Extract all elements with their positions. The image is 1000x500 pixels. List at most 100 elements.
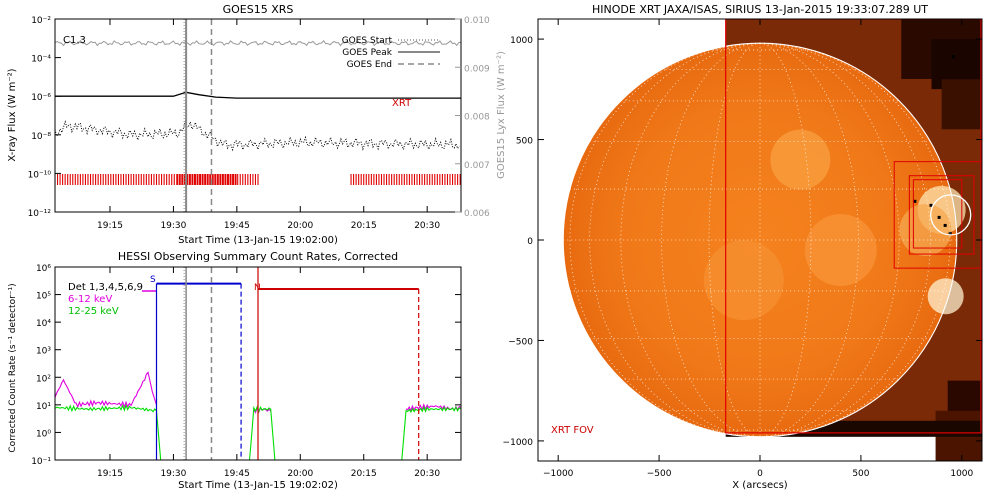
goes-plot-area xyxy=(55,19,461,212)
xrt-solar-limb xyxy=(562,42,958,438)
goes-x-tick-label: 19:45 xyxy=(224,221,250,231)
goes-y-axis-label: X-ray Flux (W m⁻²) xyxy=(7,68,18,161)
hessi-night-label: N xyxy=(254,283,261,293)
xrt-dark-speck xyxy=(913,199,917,203)
xrt-grid-longitude xyxy=(661,42,761,438)
goes-legend-start: GOES Start xyxy=(342,36,393,46)
xrt-dark-speck xyxy=(951,55,955,59)
hessi-series-segment xyxy=(401,405,461,460)
xrt-bright-region xyxy=(770,129,831,190)
goes-x-tick-label: 20:30 xyxy=(414,221,440,231)
hessi-x-tick-label: 20:15 xyxy=(351,469,377,479)
goes-lyx-series xyxy=(55,39,461,47)
hessi-x-tick-label: 19:30 xyxy=(160,469,186,479)
goes-xrt-obs-band xyxy=(55,174,259,185)
xrt-y-tick-label: 500 xyxy=(516,137,533,147)
xrt-zoom-box-inner xyxy=(912,179,963,249)
xrt-flare-circle xyxy=(930,194,972,236)
goes-xrs-panel: GOES15 XRS 10⁻¹² 10⁻¹⁰ 10⁻⁸ 10⁻⁶ 10⁻⁴ 10⁻² 0.0… xyxy=(7,3,507,246)
hessi-y-tick-label: 10¹ xyxy=(36,402,51,412)
xrt-y-tick-label: 1000 xyxy=(510,36,533,46)
hessi-x-axis-label: Start Time (13-Jan-15 19:02:02) xyxy=(178,480,338,491)
xrt-fov-label: XRT FOV xyxy=(551,425,594,436)
hessi-y-axis-label: Corrected Count Rate (s⁻¹ detector⁻¹) xyxy=(8,283,18,452)
hessi-y-tick-label: 10⁰ xyxy=(36,429,51,439)
hessi-legend: Det 1,3,4,5,6,9 6-12 keV 12-25 keV xyxy=(68,282,143,317)
xrt-dark-speck xyxy=(948,231,952,235)
xrt-bright-region xyxy=(703,240,784,321)
xrt-grid-longitude xyxy=(759,42,859,438)
goes-x-tick-label: 19:15 xyxy=(97,221,123,231)
hessi-legend-det: Det 1,3,4,5,6,9 xyxy=(68,282,143,293)
goes-xrt-obs-band xyxy=(350,174,461,185)
xrt-dark-speck xyxy=(937,215,941,219)
goes-legend: GOES Start GOES Peak GOES End xyxy=(342,36,440,70)
goes-right-tick-label: 0.009 xyxy=(464,64,490,74)
goes-x-axis-label: Start Time (13-Jan-15 19:02:00) xyxy=(178,235,338,246)
hessi-title: HESSI Observing Summary Count Rates, Cor… xyxy=(118,250,398,263)
goes-title: GOES15 XRS xyxy=(223,3,294,16)
xrt-image xyxy=(562,19,982,461)
xrt-grid-longitude xyxy=(759,42,931,438)
goes-right-tick-label: 0.010 xyxy=(464,16,490,26)
xrt-grid-longitude xyxy=(569,42,761,438)
goes-right-tick-label: 0.006 xyxy=(464,209,490,219)
xrt-x-tick-label: −1000 xyxy=(543,469,574,479)
xrt-title: HINODE XRT JAXA/ISAS, SIRIUS 13-Jan-2015… xyxy=(592,3,928,16)
xrt-x-tick-label: −500 xyxy=(647,469,672,479)
hessi-series-segment xyxy=(248,405,276,460)
hessi-series-segment xyxy=(55,403,162,460)
goes-long-channel-series xyxy=(55,91,461,99)
xrt-dark-speck xyxy=(943,223,947,227)
goes-y-tick-label: 10⁻¹⁰ xyxy=(28,170,52,180)
xrt-fov-box xyxy=(725,19,982,434)
goes-right-axis-label: GOES15 Lyx Flux (W m⁻²) xyxy=(496,51,507,179)
goes-y-tick-label: 10⁻² xyxy=(31,16,51,26)
xrt-grid-longitude xyxy=(589,42,761,438)
xrt-y-tick-label: 0 xyxy=(527,237,533,247)
hessi-x-tick-label: 19:15 xyxy=(97,469,123,479)
xrt-image-area xyxy=(538,19,982,461)
xrt-bright-region xyxy=(927,278,964,315)
hessi-panel: HESSI Observing Summary Count Rates, Cor… xyxy=(8,250,462,491)
hessi-x-tick-label: 20:00 xyxy=(287,469,313,479)
hessi-y-tick-label: 10⁵ xyxy=(36,292,51,302)
goes-y-tick-label: 10⁻⁴ xyxy=(31,55,51,65)
hessi-x-tick-label: 19:45 xyxy=(224,469,250,479)
goes-xrt-label: XRT xyxy=(392,98,412,109)
goes-x-tick-label: 20:15 xyxy=(351,221,377,231)
xrt-grid-longitude xyxy=(759,42,951,438)
goes-flare-class: C1.3 xyxy=(63,35,86,46)
xrt-dark-speck xyxy=(929,203,933,207)
hessi-legend-6-12: 6-12 keV xyxy=(68,294,112,305)
goes-y-tick-label: 10⁻¹² xyxy=(28,209,52,219)
goes-axes: 10⁻¹² 10⁻¹⁰ 10⁻⁸ 10⁻⁶ 10⁻⁴ 10⁻² 0.006 0.007 0.00… xyxy=(28,16,490,231)
xrt-axes: −1000 −500 0 500 1000 1000 500 0 −500 −1000 xyxy=(503,19,982,479)
hessi-axes: 10⁻¹ 10⁰ 10¹ 10² 10³ 10⁴ 10⁵ 10⁶ 19:15 19:30 19:45… xyxy=(31,264,461,479)
goes-y-tick-label: 10⁻⁶ xyxy=(31,93,51,103)
xrt-zoom-box-middle xyxy=(908,175,975,255)
xrt-x-axis-label: X (arcsecs) xyxy=(732,480,788,491)
xrt-bright-region xyxy=(804,214,877,287)
hessi-y-tick-label: 10² xyxy=(36,374,51,384)
goes-legend-peak: GOES Peak xyxy=(342,48,392,58)
goes-right-tick-label: 0.008 xyxy=(464,113,490,123)
xrt-offlimb-block xyxy=(941,79,982,130)
goes-short-channel-series xyxy=(55,119,460,152)
xrt-zoom-box-outer xyxy=(893,161,982,269)
hessi-saa-label: S xyxy=(150,275,156,285)
hessi-marks xyxy=(55,267,461,460)
xrt-heliographic-grid xyxy=(563,42,957,438)
hessi-plot-area xyxy=(55,267,461,460)
xrt-x-tick-label: 500 xyxy=(852,469,869,479)
xrt-y-tick-label: −1000 xyxy=(503,438,534,448)
hessi-series-segment xyxy=(55,371,158,409)
goes-right-tick-label: 0.007 xyxy=(464,161,490,171)
goes-marks xyxy=(55,19,461,212)
goes-x-tick-label: 20:00 xyxy=(287,221,313,231)
goes-y-tick-label: 10⁻⁸ xyxy=(31,132,51,142)
goes-x-tick-label: 19:30 xyxy=(160,221,186,231)
hessi-y-tick-label: 10⁻¹ xyxy=(31,457,51,467)
hessi-y-tick-label: 10⁶ xyxy=(36,264,51,274)
hessi-y-tick-label: 10⁴ xyxy=(36,319,51,329)
